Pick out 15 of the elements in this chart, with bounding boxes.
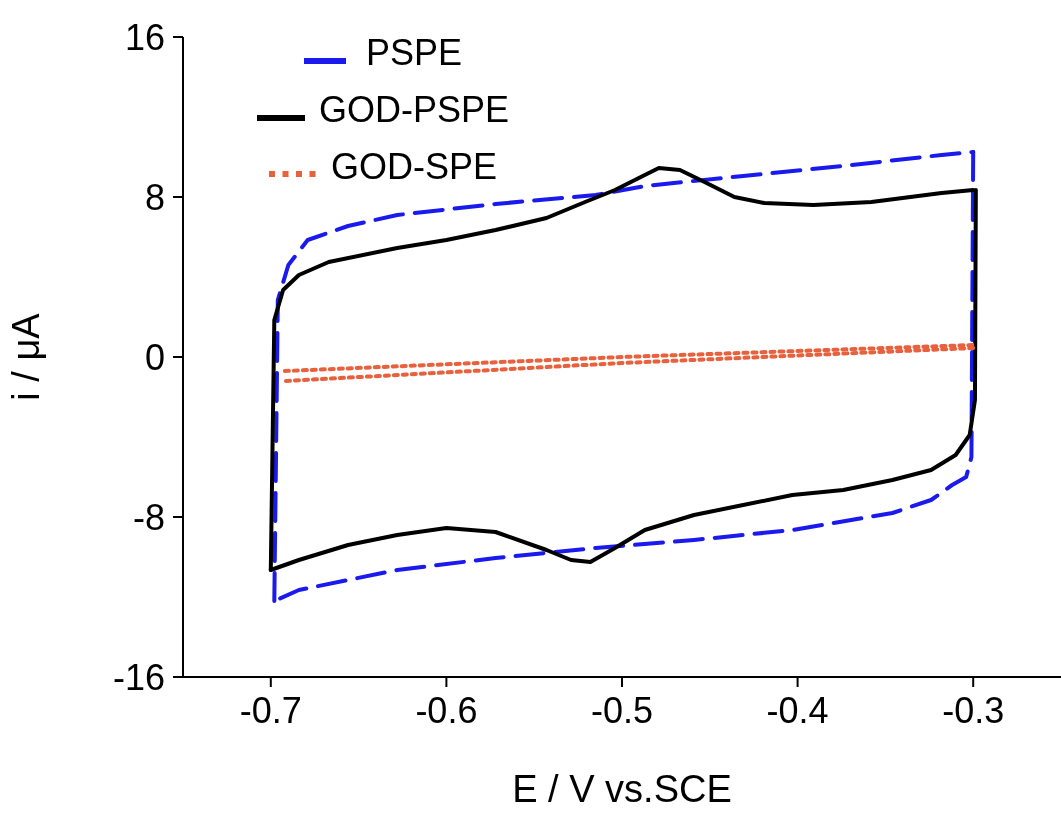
y-axis-title: i / μA	[5, 312, 48, 401]
x-tick-label: -0.4	[766, 689, 829, 731]
x-tick-label: -0.3	[942, 689, 1005, 731]
legend-label: GOD-PSPE	[318, 88, 510, 130]
x-tick-label: -0.7	[239, 689, 302, 731]
x-tick-label: -0.6	[415, 689, 478, 731]
y-tick-label: 16	[124, 16, 165, 58]
legend-label: PSPE	[365, 32, 463, 73]
y-tick-label: -8	[132, 496, 165, 538]
legend-label: GOD-SPE	[330, 145, 498, 187]
x-axis-title: E / V vs.SCE	[512, 768, 732, 810]
y-tick-label: 0	[144, 336, 165, 378]
y-tick-label: 8	[144, 176, 165, 218]
x-tick-label: -0.5	[590, 689, 654, 731]
y-tick-label: -16	[112, 656, 165, 698]
